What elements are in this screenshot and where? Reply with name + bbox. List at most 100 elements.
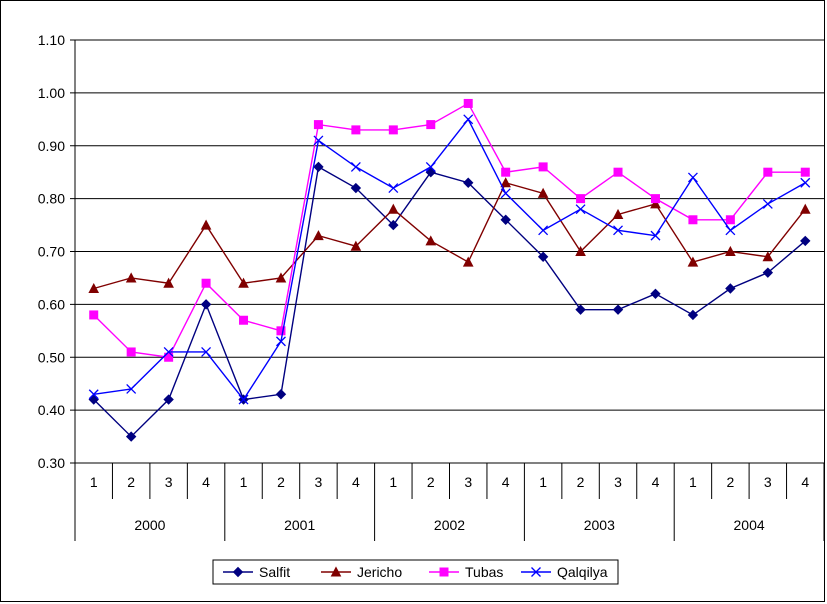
x-tick-label-quarter: 2 (726, 474, 734, 490)
x-tick-label-quarter: 1 (389, 474, 397, 490)
data-point (200, 219, 212, 230)
y-tick-label: 0.90 (38, 138, 65, 154)
data-point (501, 167, 511, 177)
x-tick-label-quarter: 2 (127, 474, 135, 490)
data-point (426, 120, 436, 130)
data-point-stroke (126, 384, 137, 394)
data-point (350, 161, 361, 172)
data-point (762, 198, 773, 209)
data-point-stroke (650, 230, 661, 241)
x-tick-label-quarter: 1 (240, 474, 248, 490)
data-point (612, 208, 624, 219)
data-point-stroke (538, 225, 549, 236)
data-point (238, 277, 249, 288)
legend-item-salfit: Salfit (223, 564, 290, 580)
data-point (650, 198, 661, 209)
data-point-stroke (388, 183, 399, 194)
y-tick-label: 0.80 (38, 191, 65, 207)
data-point (687, 309, 699, 321)
data-point (425, 235, 437, 246)
data-point (537, 251, 549, 262)
x-axis: 1 2 3 4 1 2 3 4 1 2 3 4 1 2 3 4 1 2 3 4 2000 2001 2002 2003 2004 (74, 463, 825, 541)
x-tick-label-year: 2003 (584, 517, 615, 533)
data-point-stroke (531, 567, 541, 577)
legend-item-qalqilya: Qalqilya (521, 564, 608, 580)
data-point (538, 225, 549, 236)
data-point (89, 310, 99, 320)
data-point (313, 120, 323, 130)
data-point (163, 347, 174, 357)
series-jericho (88, 177, 811, 294)
data-point-stroke (687, 172, 698, 183)
data-point (575, 245, 586, 256)
x-tick-label-quarter: 1 (689, 474, 697, 490)
data-point-stroke (313, 135, 324, 146)
data-point-stroke (800, 177, 811, 188)
data-point (687, 256, 699, 267)
data-point (164, 352, 174, 362)
data-point (725, 283, 736, 294)
x-tick-label-year: 2004 (734, 517, 765, 533)
data-point (650, 194, 660, 204)
data-point (575, 204, 586, 215)
x-tick-label-quarter: 1 (539, 474, 547, 490)
data-point-stroke (88, 389, 99, 400)
data-point (650, 288, 661, 300)
data-point-stroke (613, 225, 623, 236)
data-point (388, 183, 399, 194)
data-point (463, 114, 474, 125)
data-point (388, 125, 398, 135)
data-point (576, 194, 586, 204)
data-point (276, 326, 286, 336)
x-tick-label-quarter: 4 (202, 474, 210, 490)
data-point (313, 230, 324, 241)
data-point (725, 245, 736, 256)
data-point (313, 135, 324, 146)
series-salfit (88, 161, 811, 442)
data-point-stroke (238, 394, 249, 405)
data-point (612, 304, 624, 315)
data-point (201, 278, 211, 288)
legend-label: Qalqilya (557, 564, 608, 580)
y-tick-label: 0.60 (38, 296, 65, 312)
y-tick-label: 0.50 (38, 349, 65, 365)
data-point (463, 98, 473, 108)
data-point (125, 272, 137, 283)
data-point (799, 203, 811, 214)
series-tubas (89, 98, 810, 362)
data-point (613, 225, 623, 236)
data-point (650, 230, 661, 241)
x-tick-label-quarter: 3 (464, 474, 472, 490)
x-tick-label-quarter: 4 (801, 474, 809, 490)
data-point (538, 162, 548, 172)
data-point (200, 299, 212, 310)
data-point-stroke (276, 336, 286, 347)
data-point (725, 215, 735, 225)
data-point (275, 272, 287, 283)
data-point (425, 161, 436, 172)
data-point (239, 315, 249, 325)
data-point (276, 336, 286, 347)
data-point (725, 225, 736, 236)
x-tick-label-quarter: 3 (614, 474, 622, 490)
data-point (500, 214, 511, 225)
grid-lines (75, 39, 824, 464)
legend-item-tubas: Tubas (429, 564, 503, 580)
data-point (88, 389, 99, 400)
data-point (575, 304, 586, 315)
data-point-stroke (725, 225, 736, 236)
data-point (351, 125, 361, 135)
data-point (800, 167, 810, 177)
x-tick-label-year: 2001 (284, 517, 315, 533)
data-point-stroke (762, 198, 773, 209)
data-point (126, 347, 136, 357)
data-point-stroke (201, 347, 212, 357)
y-tick-label: 0.30 (38, 455, 65, 471)
legend-label: Salfit (259, 564, 290, 580)
data-point (126, 384, 137, 394)
data-point (238, 394, 249, 405)
data-point-stroke (425, 161, 436, 172)
y-tick-label: 1.00 (38, 85, 65, 101)
x-tick-label-quarter: 2 (277, 474, 285, 490)
